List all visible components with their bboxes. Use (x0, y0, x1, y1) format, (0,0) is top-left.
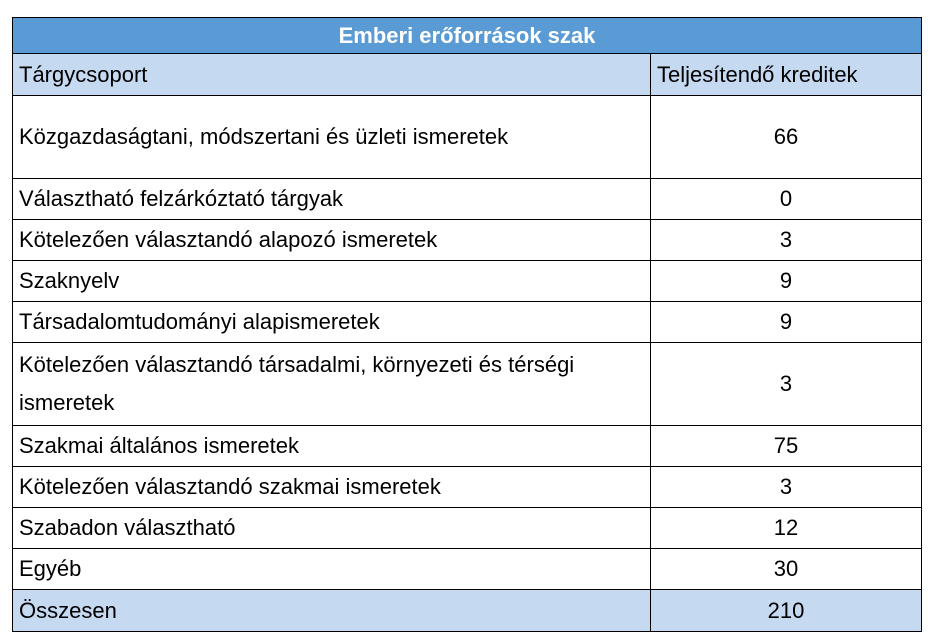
credit-table: Emberi erőforrások szak Tárgycsoport Tel… (12, 17, 922, 632)
subject-group: Szaknyelv (12, 260, 651, 302)
table-title: Emberi erőforrások szak (12, 17, 922, 54)
credits: 66 (650, 95, 922, 179)
subject-group: Összesen (12, 589, 651, 632)
credits: 9 (650, 301, 922, 343)
credits: 12 (650, 507, 922, 549)
table-row: Egyéb 30 (12, 548, 922, 590)
credits: 3 (650, 219, 922, 261)
table-row: Kötelezően választandó szakmai ismeretek… (12, 466, 922, 508)
credits: 210 (650, 589, 922, 632)
subject-group: Közgazdaságtani, módszertani és üzleti i… (12, 95, 651, 179)
subject-group: Szabadon választható (12, 507, 651, 549)
table-row: Választható felzárkóztató tárgyak 0 (12, 178, 922, 220)
table-row: Szaknyelv 9 (12, 260, 922, 302)
header-cell: Tárgycsoport (12, 53, 651, 96)
credits: 0 (650, 178, 922, 220)
table-row: Társadalomtudományi alapismeretek 9 (12, 301, 922, 343)
credits: 3 (650, 466, 922, 508)
table-body: Emberi erőforrások szak Tárgycsoport Tel… (12, 17, 922, 632)
credits: 9 (650, 260, 922, 302)
subject-group: Választható felzárkóztató tárgyak (12, 178, 651, 220)
subject-group: Kötelezően választandó alapozó ismeretek (12, 219, 651, 261)
table-row: Szakmai általános ismeretek 75 (12, 425, 922, 467)
table-row: Összesen 210 (12, 589, 922, 632)
header-row: Tárgycsoport Teljesítendő kreditek (12, 53, 922, 96)
subject-group: Szakmai általános ismeretek (12, 425, 651, 467)
subject-group: Kötelezően választandó szakmai ismeretek (12, 466, 651, 508)
table-row: Szabadon választható 12 (12, 507, 922, 549)
subject-group: Kötelezően választandó társadalmi, körny… (12, 342, 651, 426)
header-cell: Teljesítendő kreditek (650, 53, 922, 96)
subject-group: Egyéb (12, 548, 651, 590)
table-row: Közgazdaságtani, módszertani és üzleti i… (12, 95, 922, 179)
credits: 3 (650, 342, 922, 426)
table-row: Kötelezően választandó alapozó ismeretek… (12, 219, 922, 261)
credits: 30 (650, 548, 922, 590)
title-row: Emberi erőforrások szak (12, 17, 922, 54)
table-row: Kötelezően választandó társadalmi, körny… (12, 342, 922, 426)
credits: 75 (650, 425, 922, 467)
subject-group: Társadalomtudományi alapismeretek (12, 301, 651, 343)
